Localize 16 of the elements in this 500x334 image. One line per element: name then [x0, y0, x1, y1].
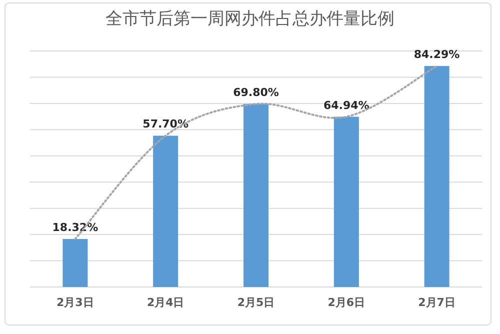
bar [244, 104, 268, 287]
bar [62, 238, 88, 287]
chart-title: 全市节后第一周网办件占总办件量比例 [106, 9, 394, 29]
x-tick-label: 2月6日 [328, 296, 366, 309]
x-tick-label: 2月5日 [237, 296, 275, 309]
x-tick-label: 2月4日 [146, 296, 184, 309]
bar [334, 116, 359, 287]
x-tick-label: 2月3日 [56, 296, 94, 309]
data-label: 57.70% [142, 118, 189, 131]
bar [424, 66, 450, 287]
data-label: 64.94% [323, 98, 370, 112]
bar [153, 136, 178, 287]
data-label: 69.80% [233, 86, 279, 100]
data-label: 84.29% [414, 48, 460, 62]
data-label: 18.32% [52, 220, 98, 234]
x-tick-label: 2月7日 [418, 296, 456, 309]
